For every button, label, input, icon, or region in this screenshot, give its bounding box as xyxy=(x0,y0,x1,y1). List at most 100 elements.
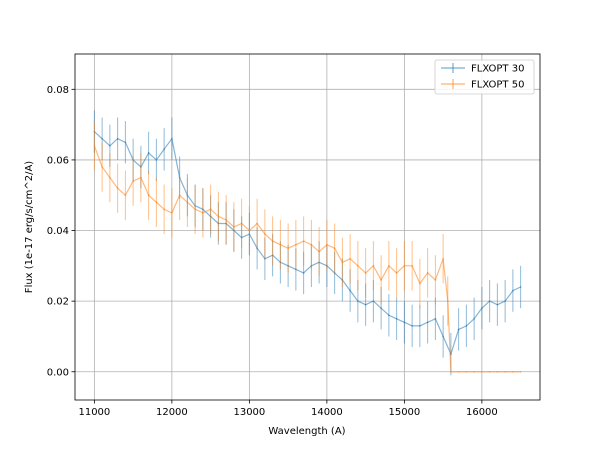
data-point-flxopt-50 xyxy=(341,261,344,264)
legend-entry-flxopt-30: FLXOPT 30 xyxy=(441,63,524,75)
legend-label-flxopt-50: FLXOPT 50 xyxy=(471,80,524,91)
x-tick-label: 12000 xyxy=(156,407,188,418)
data-point-flxopt-30 xyxy=(481,307,483,310)
data-point-flxopt-30 xyxy=(496,303,499,306)
data-point-flxopt-30 xyxy=(488,300,491,302)
data-point-flxopt-30 xyxy=(101,137,103,140)
data-point-flxopt-30 xyxy=(473,317,475,320)
y-tick-label: 0.04 xyxy=(47,226,69,237)
data-point-flxopt-50 xyxy=(395,272,398,274)
data-point-flxopt-50 xyxy=(488,370,491,373)
data-point-flxopt-50 xyxy=(446,300,449,302)
data-point-flxopt-30 xyxy=(357,300,359,302)
x-ticks: 11000 12000 13000 14000 15000 16000 xyxy=(78,400,498,418)
x-tick-label: 11000 xyxy=(78,407,110,418)
data-point-flxopt-50 xyxy=(109,176,111,179)
data-point-flxopt-50 xyxy=(318,250,320,253)
data-point-flxopt-50 xyxy=(349,257,351,260)
data-point-flxopt-50 xyxy=(93,144,96,147)
x-tick-label: 13000 xyxy=(233,407,265,418)
data-point-flxopt-50 xyxy=(256,222,258,225)
data-point-flxopt-50 xyxy=(202,212,204,214)
data-point-flxopt-30 xyxy=(171,137,173,140)
data-point-flxopt-30 xyxy=(163,148,165,151)
data-point-flxopt-30 xyxy=(109,144,111,147)
data-point-flxopt-50 xyxy=(225,219,227,221)
data-point-flxopt-50 xyxy=(217,215,220,218)
data-point-flxopt-30 xyxy=(442,335,444,338)
data-point-flxopt-30 xyxy=(465,325,468,327)
y-ticks: 0.00 0.02 0.04 0.06 0.08 xyxy=(47,85,75,378)
data-point-flxopt-50 xyxy=(450,370,452,373)
data-point-flxopt-50 xyxy=(403,265,406,267)
x-tick-label: 16000 xyxy=(466,407,498,418)
data-point-flxopt-30 xyxy=(155,159,158,161)
data-point-flxopt-30 xyxy=(411,325,413,327)
data-point-flxopt-50 xyxy=(116,187,119,189)
x-axis-label: Wavelength (A) xyxy=(268,426,345,437)
y-tick-label: 0.08 xyxy=(47,85,69,96)
data-point-flxopt-30 xyxy=(364,303,367,306)
data-point-flxopt-50 xyxy=(248,229,251,232)
data-point-flxopt-30 xyxy=(519,286,522,288)
x-tick-label: 14000 xyxy=(311,407,343,418)
data-point-flxopt-50 xyxy=(209,208,212,211)
series-layer xyxy=(93,110,522,376)
data-point-flxopt-50 xyxy=(434,279,437,281)
data-point-flxopt-50 xyxy=(380,279,382,281)
data-point-flxopt-50 xyxy=(295,243,297,246)
data-point-flxopt-50 xyxy=(419,282,421,285)
y-tick-label: 0.06 xyxy=(47,155,69,166)
data-point-flxopt-50 xyxy=(426,272,429,274)
data-point-flxopt-50 xyxy=(457,370,460,373)
data-point-flxopt-30 xyxy=(380,307,382,310)
series-flxopt-50 xyxy=(93,121,522,373)
data-point-flxopt-50 xyxy=(372,265,375,267)
data-point-flxopt-50 xyxy=(411,265,413,267)
data-point-flxopt-30 xyxy=(504,300,506,302)
data-point-flxopt-30 xyxy=(388,314,390,317)
data-point-flxopt-50 xyxy=(333,247,336,249)
data-point-flxopt-30 xyxy=(419,325,421,327)
data-point-flxopt-30 xyxy=(426,321,429,324)
data-point-flxopt-50 xyxy=(442,257,444,260)
data-point-flxopt-50 xyxy=(496,370,499,373)
data-point-flxopt-50 xyxy=(194,208,196,211)
data-point-flxopt-30 xyxy=(116,137,119,140)
data-point-flxopt-50 xyxy=(163,208,165,211)
y-tick-label: 0.02 xyxy=(47,297,69,308)
data-point-flxopt-50 xyxy=(481,370,483,373)
data-point-flxopt-50 xyxy=(310,243,313,246)
data-point-flxopt-50 xyxy=(124,194,127,197)
y-tick-label: 0.00 xyxy=(47,367,69,378)
x-tick-label: 15000 xyxy=(388,407,420,418)
data-point-flxopt-50 xyxy=(519,370,522,373)
data-point-flxopt-30 xyxy=(395,317,398,320)
plot-area xyxy=(75,54,540,400)
data-point-flxopt-30 xyxy=(147,152,150,154)
data-point-flxopt-50 xyxy=(240,222,243,225)
data-point-flxopt-30 xyxy=(302,272,305,274)
data-point-flxopt-50 xyxy=(178,194,181,197)
data-point-flxopt-30 xyxy=(403,321,406,324)
data-point-flxopt-50 xyxy=(388,265,390,267)
data-point-flxopt-50 xyxy=(357,265,359,267)
data-point-flxopt-30 xyxy=(372,300,375,302)
data-point-flxopt-50 xyxy=(326,243,328,246)
legend-label-flxopt-30: FLXOPT 30 xyxy=(471,64,524,75)
data-point-flxopt-50 xyxy=(171,212,173,214)
data-point-flxopt-30 xyxy=(124,141,127,144)
data-point-flxopt-50 xyxy=(264,233,266,235)
data-point-flxopt-50 xyxy=(287,247,289,249)
data-point-flxopt-50 xyxy=(186,201,189,204)
grid xyxy=(75,54,540,400)
data-point-flxopt-50 xyxy=(473,370,475,373)
plot-frame xyxy=(74,53,541,401)
data-point-flxopt-50 xyxy=(302,240,305,242)
data-point-flxopt-50 xyxy=(132,180,134,182)
data-point-flxopt-50 xyxy=(271,240,274,242)
data-point-flxopt-50 xyxy=(140,176,142,179)
data-point-flxopt-50 xyxy=(364,272,367,274)
